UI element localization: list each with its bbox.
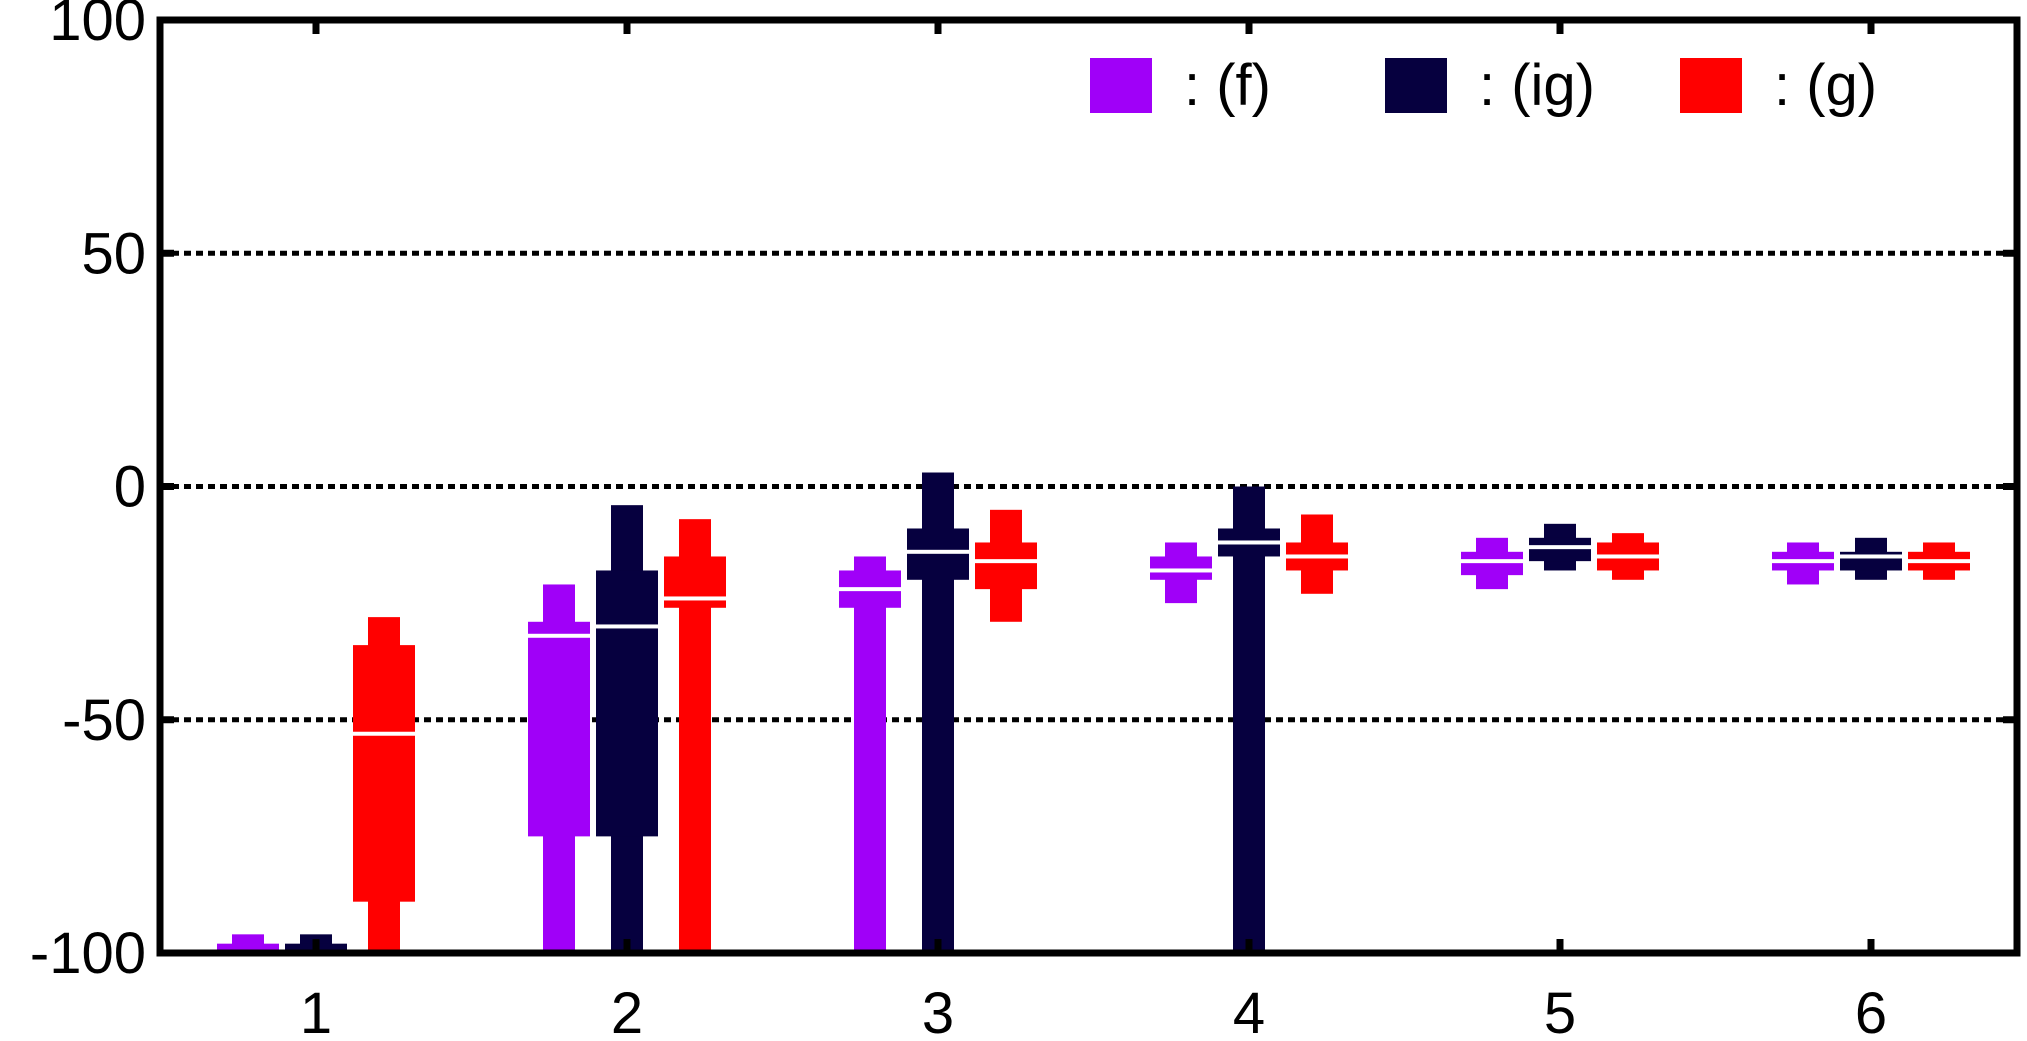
median-line [353, 732, 415, 736]
legend-label: : (f) [1184, 53, 1271, 118]
median-line [975, 559, 1037, 563]
median-line [1772, 559, 1834, 563]
median-line [664, 596, 726, 600]
median-line [596, 624, 658, 628]
median-line [1597, 554, 1659, 558]
box [1529, 538, 1591, 561]
box [596, 570, 658, 836]
box [975, 542, 1037, 589]
y-tick-label: -50 [62, 688, 146, 753]
legend-swatch [1090, 58, 1152, 113]
median-line [1286, 554, 1348, 558]
median-line [1529, 545, 1591, 549]
x-tick-label: 3 [922, 981, 954, 1041]
box [528, 622, 590, 837]
legend-label: : (ig) [1479, 53, 1595, 118]
median-line [907, 550, 969, 554]
median-line [839, 587, 901, 591]
axes: -100 -50 0 50 100 1 2 3 4 5 6 [30, 0, 2017, 1041]
median-line [1218, 540, 1280, 544]
box [1461, 552, 1523, 575]
x-tick-label: 1 [300, 981, 332, 1041]
boxes [217, 473, 1970, 953]
x-tick-label: 5 [1544, 981, 1576, 1041]
y-tick-label: 100 [49, 0, 146, 53]
median-line [1150, 568, 1212, 572]
median-line [528, 634, 590, 638]
box [353, 645, 415, 902]
y-tick-label: -100 [30, 921, 146, 986]
legend-swatch [1680, 58, 1742, 113]
box [1150, 556, 1212, 579]
x-tick-label: 6 [1855, 981, 1887, 1041]
legend-label: : (g) [1774, 53, 1877, 118]
y-tick-label: 0 [114, 455, 146, 520]
gridlines [160, 253, 2017, 720]
x-tick-label: 4 [1233, 981, 1265, 1041]
y-tick-label: 50 [81, 221, 146, 286]
legend-swatch [1385, 58, 1447, 113]
median-line [1461, 559, 1523, 563]
whisker [854, 556, 886, 953]
median-line [1908, 559, 1970, 563]
legend: : (f) : (ig) : (g) [1090, 53, 1877, 118]
box [907, 528, 969, 579]
x-tick-label: 2 [611, 981, 643, 1041]
median-line [1840, 554, 1902, 558]
